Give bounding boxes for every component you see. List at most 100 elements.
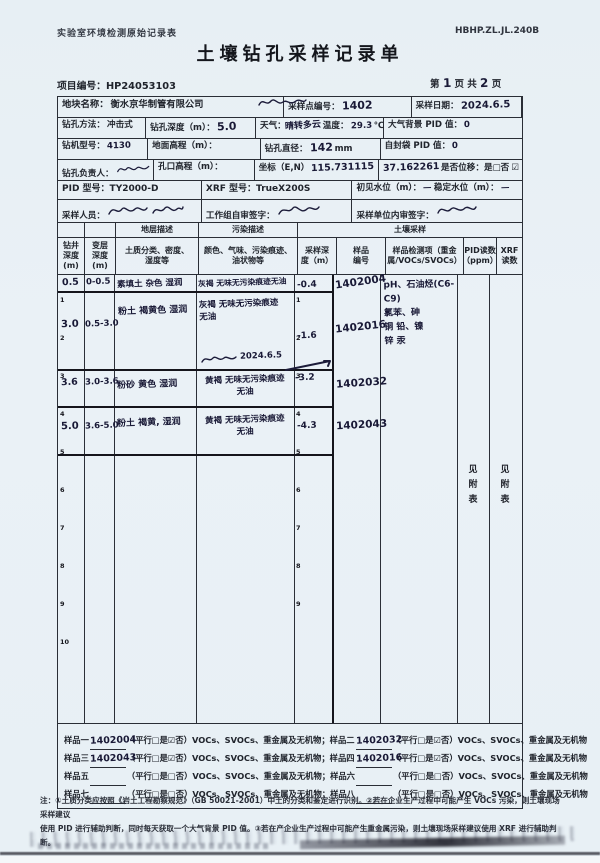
sample4-analytes: VOCs、SVOCs、重金属及无机物 — [457, 753, 587, 763]
footnote-line-1: 注：①土质分类应按照《岩土工程勘察规范》（GB 50021-2001）中土的分类… — [40, 796, 560, 820]
sample7-parallel: （平行□是□否） — [126, 789, 193, 799]
ruler-mark: 5 — [60, 448, 65, 456]
table-header-group-row: 地层描述 污染描述 土壤采样 — [58, 223, 522, 238]
temperature-label: 温度： — [322, 121, 349, 131]
drill-method-cell: 钻孔方法： 冲击式 — [58, 118, 147, 138]
row1-stratum: 素填土 杂色 湿润 — [116, 277, 183, 291]
page-number-handwritten: 1 — [442, 75, 452, 91]
samples-line-4: 样品七 （平行□是□否） VOCs、SVOCs、重金属及无机物 ； 样品八 （平… — [64, 786, 588, 804]
sample2-number: 1402032 — [355, 734, 403, 747]
table-body: 1 2 3 4 5 6 7 8 9 10 1 2 3 4 5 6 7 8 9 0… — [58, 272, 522, 724]
bore-diameter-label: 钻孔直径： — [264, 144, 308, 154]
row4-pollution: 黄褐 无味无污染痕迹 无油 — [204, 413, 285, 438]
header-pollution-group: 污染描述 — [199, 223, 298, 237]
row1-layer-depth: 0-0.5 — [85, 276, 111, 288]
temperature-value: 29.3 — [350, 120, 372, 132]
column-line — [457, 275, 458, 723]
row4-sample-depth: -4.3 — [296, 420, 317, 432]
layer-boundary-line — [58, 369, 333, 371]
row2-drill-depth: 3.0 — [60, 318, 79, 331]
column-line — [332, 275, 334, 723]
footnote: 注：①土质分类应按照《岩土工程勘察规范》（GB 50021-2001）中土的分类… — [40, 794, 565, 850]
ruler-mark: 2 — [60, 334, 65, 342]
sample3-number: 1402043 — [89, 752, 137, 765]
page-title: 土壤钻孔采样记录单 — [196, 44, 404, 65]
info-row-instruments: PID 型号：TY2000-D XRF 型号：TrueX200S 初见水位（m）… — [58, 181, 522, 200]
column-line — [489, 275, 490, 723]
site-name-cell: 地块名称： 衡水京华制管有限公司 — [58, 97, 285, 117]
group-signature-scribble — [277, 206, 320, 215]
xrf-see-attached: 见附表 — [500, 465, 510, 505]
hole-elevation-cell: 孔口高程（m）： — [154, 160, 255, 180]
sampler-cell: 采样人员： — [58, 200, 202, 222]
first-water-value: — — [423, 182, 433, 194]
info-row-signatures: 采样人员： 工作组自审签字： 采样单位内审签字： — [58, 200, 522, 223]
coordinate-e-cell: 坐标（E,N） 115.731115 — [255, 160, 379, 180]
background-pid-value: 0 — [463, 119, 471, 131]
row4-layer-depth: 3.6-5.0 — [84, 420, 119, 432]
bag-pid-cell: 自封袋 PID 值： 0 — [381, 139, 522, 159]
sample7-label: 样品七 — [64, 789, 89, 799]
row1-sample-depth: -0.4 — [296, 279, 317, 291]
stable-water-label: 稳定水位（m）： — [433, 183, 499, 193]
sample5-parallel: （平行□是□否） — [126, 771, 193, 781]
ruler-mark: 5 — [296, 448, 301, 456]
header-sample-number: 样品 编号 — [337, 238, 386, 274]
sample1-number: 1402004 — [89, 734, 137, 747]
row2-layer-depth: 0.5-3.0 — [84, 318, 119, 330]
unit-sign-cell: 采样单位内审签字： — [352, 200, 522, 222]
first-water-label: 初见水位（m）： — [356, 183, 422, 193]
rig-model-cell: 钻机型号： 4130 — [58, 139, 149, 159]
sample7-analytes: VOCs、SVOCs、重金属及无机物 — [192, 789, 322, 799]
group-sign-label: 工作组自审签字： — [205, 211, 275, 221]
sample4-parallel: （平行□是☑否） — [392, 753, 458, 763]
column-line — [294, 275, 295, 723]
layer-boundary-line — [58, 406, 333, 408]
ruler-mark: 6 — [296, 486, 301, 494]
ruler-mark: 2 — [296, 334, 301, 342]
row4-stratum: 粉土 褐黄, 湿润 — [116, 416, 181, 430]
info-row-site: 地块名称： 衡水京华制管有限公司 采样点编号： 1402 采样日期： 2024.… — [58, 97, 522, 118]
site-name-label: 地块名称： — [62, 99, 109, 110]
scan-edge-line — [0, 852, 600, 855]
drill-method-label: 钻孔方法： — [62, 120, 105, 130]
site-name-value: 衡水京华制管有限公司 — [110, 99, 204, 110]
xrf-model-cell: XRF 型号：TrueX200S — [202, 181, 353, 199]
displacement-label: 是否位移：是□否 — [441, 163, 510, 173]
form-type-label: 实验室环境检测原始记录表 — [57, 29, 178, 39]
pid-model-cell: PID 型号：TY2000-D — [58, 181, 202, 199]
ruler-mark: 8 — [296, 562, 301, 570]
bore-diameter-value: 142 — [309, 140, 333, 155]
samples-line-2: 样品三 1402043 （平行□是☑否） VOCs、SVOCs、重金属及无机物 … — [64, 750, 587, 768]
sampler-signature-scribble-2 — [152, 206, 184, 214]
info-row-method: 钻孔方法： 冲击式 钻孔深度（m）： 5.0 天气： 晴转多云 温度： 29.3… — [58, 118, 522, 139]
weather-value: 晴转多云 — [284, 119, 322, 133]
bag-pid-value: 0 — [452, 140, 459, 152]
sample6-analytes: VOCs、SVOCs、重金属及无机物 — [458, 771, 588, 781]
header-sample-depth: 采样深 度（m） — [298, 238, 337, 274]
sample3-label: 样品三 — [64, 753, 89, 763]
header-drill-depth: 钻井 深度 (m) — [58, 238, 85, 274]
sample6-label: 样品六 — [330, 771, 355, 781]
row3-drill-depth: 3.6 — [60, 376, 79, 389]
coordinate-n-cell: 37.162261 是否位移：是□否 ☑ — [379, 160, 523, 180]
annotation-scribble — [201, 356, 237, 363]
header-layer-depth-top — [85, 223, 116, 237]
sample8-parallel: （平行□是□否） — [392, 789, 459, 799]
bag-pid-label: 自封袋 PID 值： — [384, 141, 451, 151]
bore-diameter-cell: 钻孔直径： 142 mm — [261, 139, 381, 159]
sampling-date-cell: 采样日期： 2024.6.5 — [412, 97, 522, 117]
separator: ； — [321, 753, 330, 763]
rig-model-label: 钻机型号： — [62, 141, 105, 151]
sample1-parallel: （平行□是☑否） — [126, 735, 192, 745]
sample4-label: 样品四 — [329, 753, 355, 763]
layer-boundary-line — [58, 454, 333, 456]
ruler-mark: 4 — [60, 410, 65, 418]
sampling-date-value: 2024.6.5 — [460, 99, 511, 112]
layer-boundary-line — [58, 291, 333, 293]
footnote-line-2: 使用 PID 进行辅助判断，同时每天获取一个大气背景 PID 值。③若在产企业生… — [40, 822, 565, 850]
row2-sample-depth: -1.6 — [296, 330, 317, 342]
row3-sample-depth: -3.2 — [294, 372, 315, 384]
header-stratum-sub: 土质分类、密度、 湿度等 — [116, 238, 199, 274]
